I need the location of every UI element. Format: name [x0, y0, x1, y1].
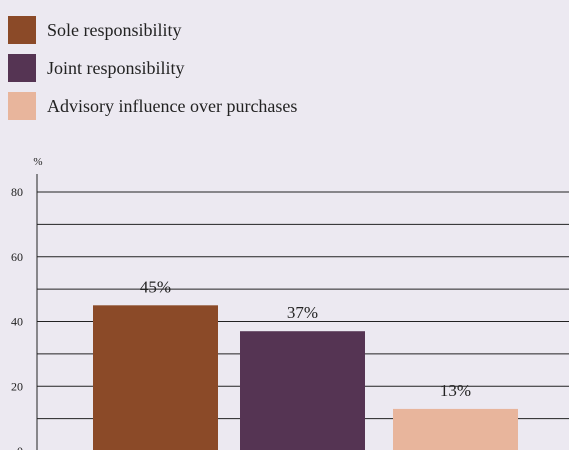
y-tick-label: 80	[11, 185, 23, 199]
legend-swatch-advisory	[8, 92, 36, 120]
bar-value-label: 13%	[440, 381, 471, 400]
legend-item-advisory: Advisory influence over purchases	[8, 92, 297, 120]
legend-label-sole: Sole responsibility	[47, 20, 182, 40]
bar	[240, 331, 365, 450]
y-tick-label: 20	[11, 379, 23, 393]
legend-item-joint: Joint responsibility	[8, 54, 185, 82]
legend-swatch-sole	[8, 16, 36, 44]
bar-value-label: 37%	[287, 303, 318, 322]
y-tick-label: 0	[17, 444, 23, 450]
bar	[393, 408, 518, 450]
legend-label-advisory: Advisory influence over purchases	[47, 96, 298, 116]
chart-legend: Sole responsibility Joint responsibility…	[0, 0, 569, 130]
bar	[93, 305, 218, 450]
legend-label-joint: Joint responsibility	[47, 58, 185, 78]
legend-item-sole: Sole responsibility	[8, 16, 182, 44]
y-tick-label: 60	[11, 250, 23, 264]
y-axis-label: %	[33, 156, 42, 168]
legend-swatch-joint	[8, 54, 36, 82]
y-tick-label: 40	[11, 315, 23, 329]
bar-value-label: 45%	[140, 277, 171, 296]
